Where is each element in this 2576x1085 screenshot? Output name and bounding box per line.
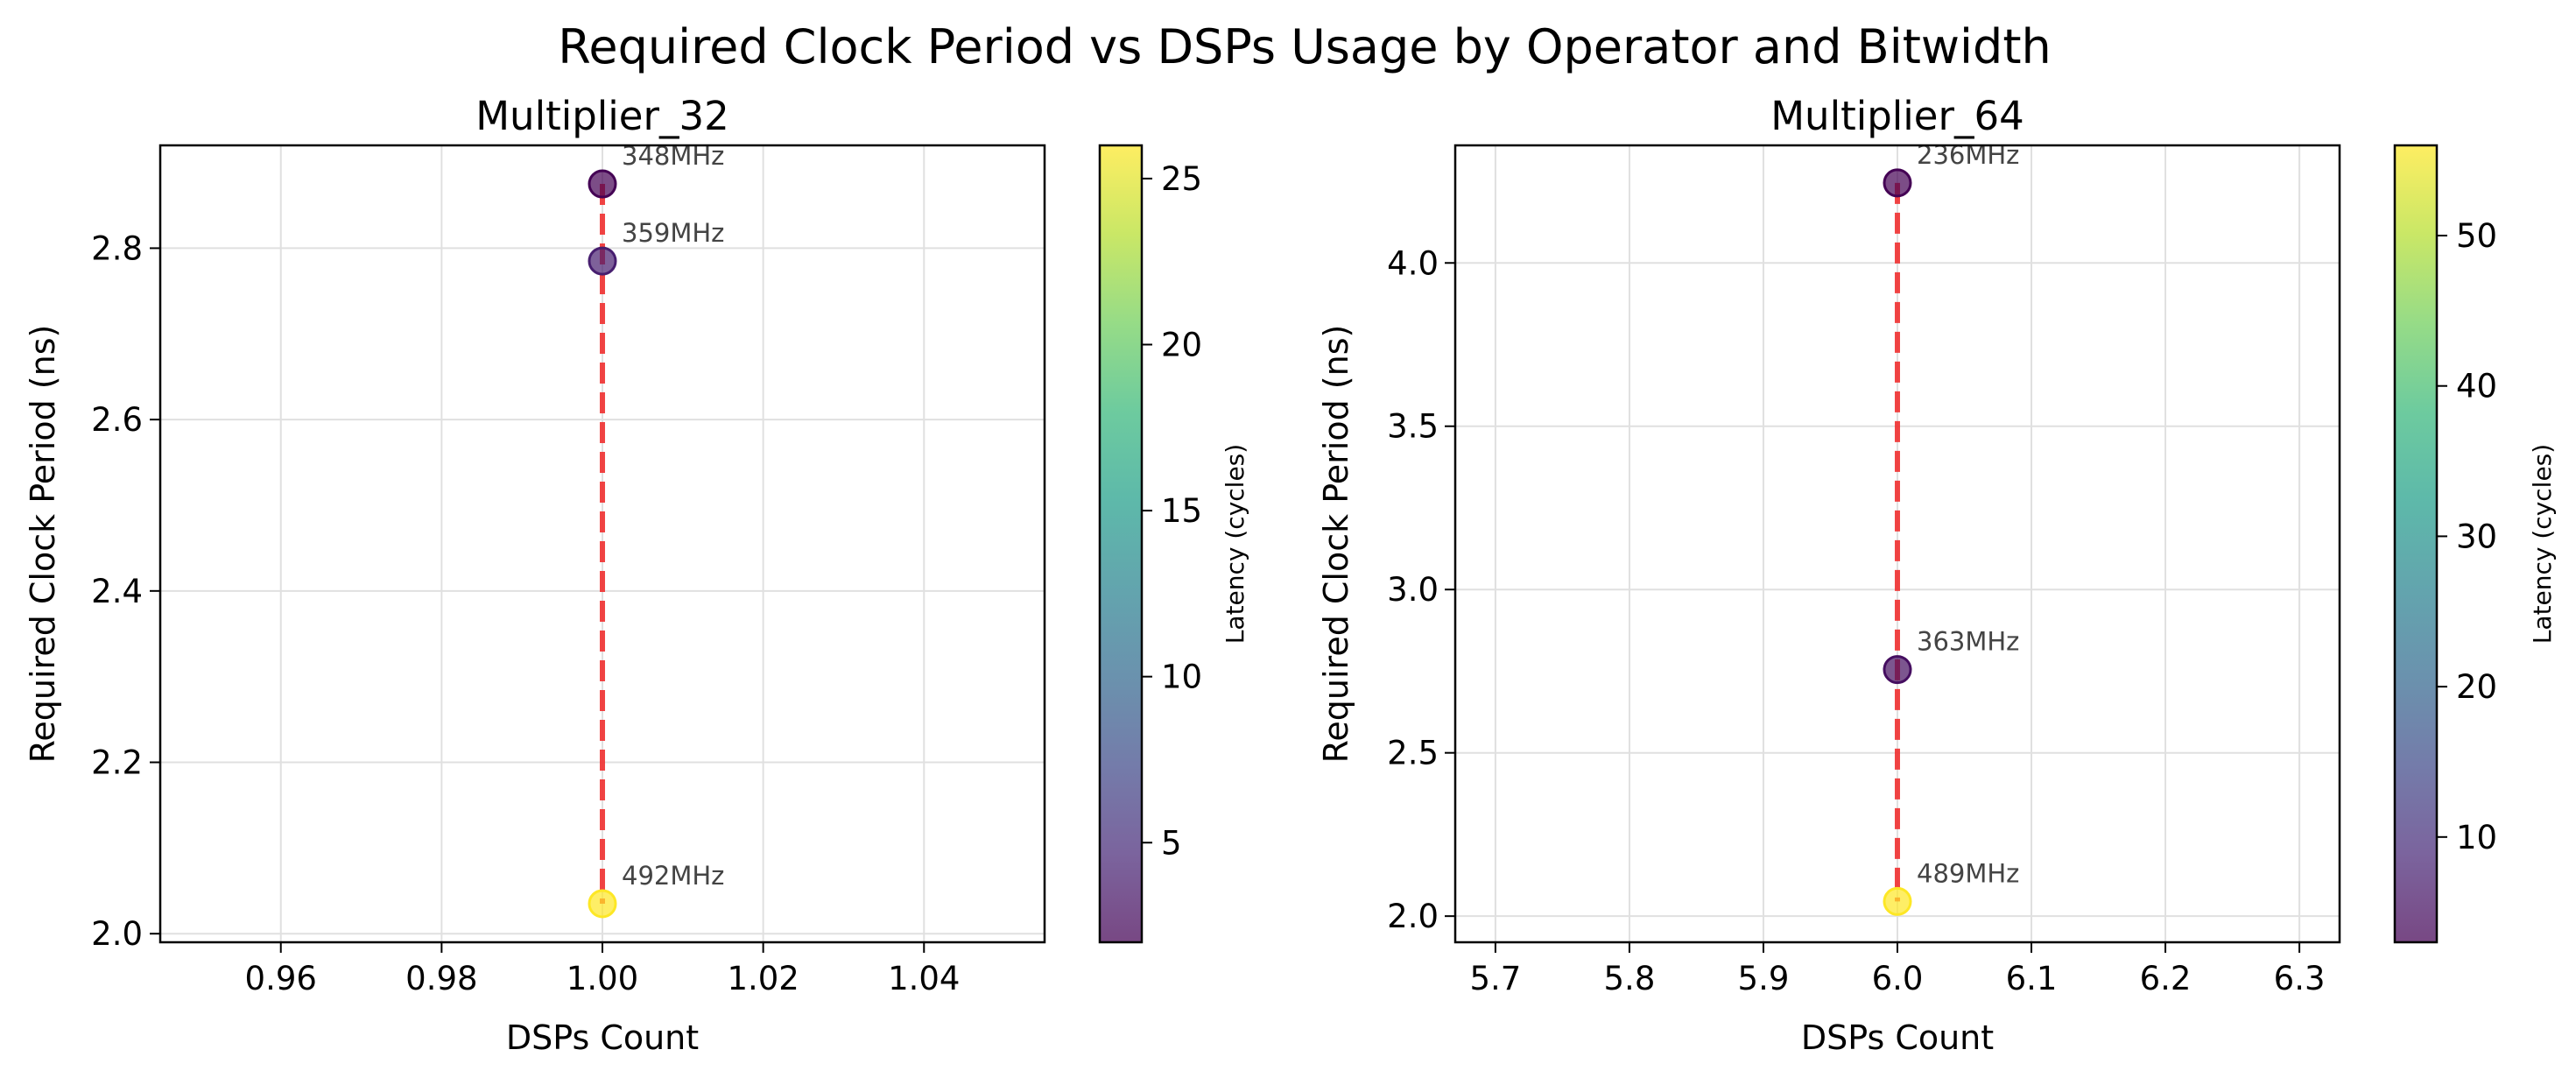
x-tick-label: 6.1 bbox=[2006, 960, 2058, 997]
x-tick-label: 0.98 bbox=[405, 960, 477, 997]
y-tick-label: 2.6 bbox=[91, 401, 143, 439]
x-tick-label: 5.8 bbox=[1604, 960, 1656, 997]
y-axis-label: Required Clock Period (ns) bbox=[1317, 325, 1355, 764]
x-tick-label: 6.0 bbox=[1872, 960, 1924, 997]
y-tick-label: 2.2 bbox=[91, 744, 143, 782]
x-axis-label: DSPs Count bbox=[506, 1018, 699, 1057]
data-point bbox=[588, 246, 617, 276]
colorbar-label: Latency (cycles) bbox=[2528, 444, 2557, 644]
colorbar-tick-label: 10 bbox=[2456, 819, 2497, 856]
x-tick-label: 5.7 bbox=[1469, 960, 1521, 997]
y-tick-label: 2.0 bbox=[91, 915, 143, 953]
colorbar-tick-label: 20 bbox=[2456, 668, 2497, 706]
colorbar-tick-label: 20 bbox=[1161, 327, 1202, 364]
subplots: 0.96 0.98 1.00 1.02 1.042.02.22.42.62.8348MH… bbox=[24, 93, 2557, 1057]
y-tick-label: 2.0 bbox=[1387, 898, 1439, 935]
point-annotation: 492MHz bbox=[622, 861, 724, 891]
colorbar: 10 20 30 40 50 Latency (cycles) bbox=[2393, 144, 2557, 944]
colorbar-tick-label: 50 bbox=[2456, 217, 2497, 255]
colorbar-tick-label: 25 bbox=[1161, 160, 1202, 198]
subplot-title: Multiplier_64 bbox=[1770, 93, 2024, 139]
colorbar-tick-label: 40 bbox=[2456, 368, 2497, 405]
colorbar-tick-label: 10 bbox=[1161, 659, 1202, 696]
x-tick-label: 1.00 bbox=[567, 960, 638, 997]
x-tick-label: 6.2 bbox=[2140, 960, 2192, 997]
point-annotation: 359MHz bbox=[622, 218, 724, 248]
colorbar-tick-label: 15 bbox=[1161, 492, 1202, 530]
point-annotation: 489MHz bbox=[1917, 858, 2019, 888]
axes-frame bbox=[1453, 144, 2341, 944]
x-tick-label: 6.3 bbox=[2274, 960, 2326, 997]
colorbar-tick-label: 5 bbox=[1161, 824, 1182, 862]
y-axis-label: Required Clock Period (ns) bbox=[24, 325, 62, 764]
axes-frame bbox=[158, 144, 1046, 944]
subplot-title: Multiplier_32 bbox=[475, 93, 729, 139]
data-point bbox=[1883, 655, 1912, 685]
x-axis-label: DSPs Count bbox=[1801, 1018, 1994, 1057]
y-tick-label: 2.5 bbox=[1387, 735, 1439, 772]
point-annotation: 363MHz bbox=[1917, 627, 2019, 657]
x-tick-label: 1.02 bbox=[727, 960, 799, 997]
x-tick-label: 1.04 bbox=[888, 960, 960, 997]
colorbar-gradient bbox=[2393, 144, 2439, 944]
data-point bbox=[1883, 886, 1912, 916]
y-tick-label: 2.4 bbox=[91, 573, 143, 610]
data-point bbox=[1883, 168, 1912, 198]
subplot-1: 0.96 0.98 1.00 1.02 1.042.02.22.42.62.8348MH… bbox=[24, 93, 1249, 1057]
colorbar-gradient bbox=[1098, 144, 1144, 944]
colorbar-tick-label: 30 bbox=[2456, 518, 2497, 555]
y-tick-label: 3.0 bbox=[1387, 571, 1439, 609]
x-tick-label: 0.96 bbox=[245, 960, 317, 997]
figure-title: Required Clock Period vs DSPs Usage by O… bbox=[558, 19, 2051, 74]
data-point bbox=[588, 889, 617, 919]
x-tick-label: 5.9 bbox=[1738, 960, 1790, 997]
colorbar-label: Latency (cycles) bbox=[1221, 444, 1249, 644]
data-point bbox=[588, 169, 617, 199]
y-tick-label: 3.5 bbox=[1387, 408, 1439, 446]
y-tick-label: 2.8 bbox=[91, 229, 143, 267]
y-tick-label: 4.0 bbox=[1387, 244, 1439, 282]
colorbar: 5 10 15 20 25 Latency (cycles) bbox=[1098, 144, 1249, 944]
subplot-2: 5.7 5.8 5.9 6.0 6.1 6.2 6.32.02.53.03.54.0236M… bbox=[1317, 93, 2557, 1057]
